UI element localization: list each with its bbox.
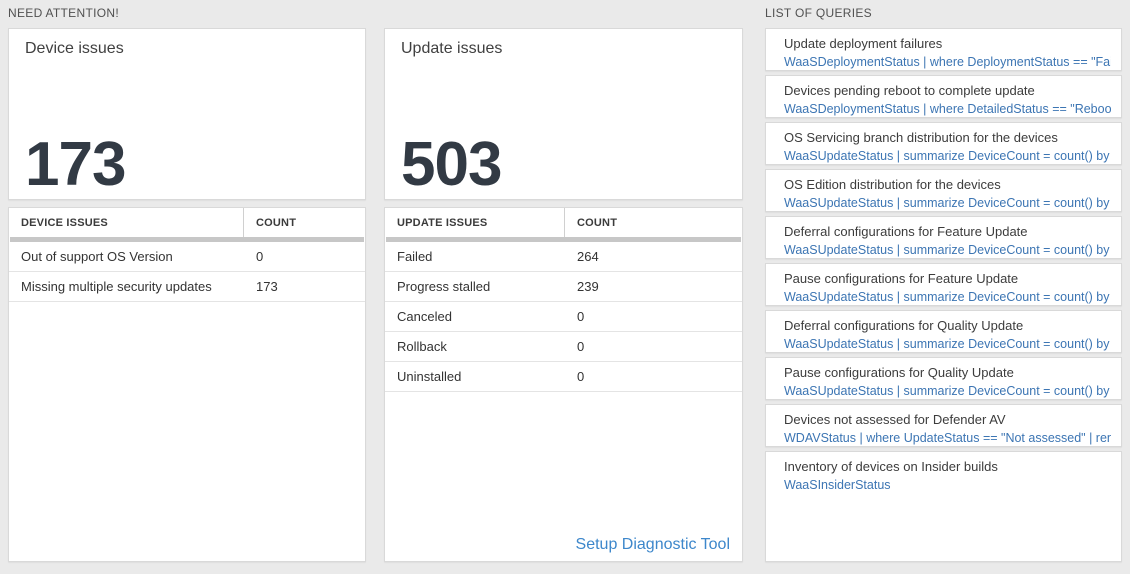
row-label: Uninstalled bbox=[397, 369, 462, 384]
row-label: Progress stalled bbox=[397, 279, 491, 294]
table-row[interactable]: Out of support OS Version 0 bbox=[9, 242, 365, 272]
table-header-row: DEVICE ISSUES COUNT bbox=[9, 208, 365, 237]
query-title: Update deployment failures bbox=[784, 36, 943, 51]
query-item[interactable]: Pause configurations for Feature Update … bbox=[765, 263, 1122, 306]
device-issues-table: DEVICE ISSUES COUNT Out of support OS Ve… bbox=[8, 207, 366, 562]
need-attention-column-updates: Update issues 503 UPDATE ISSUES COUNT Fa… bbox=[384, 0, 743, 562]
update-issues-header: UPDATE ISSUES bbox=[397, 216, 488, 229]
query-text: WDAVStatus | where UpdateStatus == "Not … bbox=[784, 431, 1111, 445]
section-header-need-attention: NEED ATTENTION! bbox=[8, 6, 119, 20]
update-issues-table: UPDATE ISSUES COUNT Failed 264 Progress … bbox=[384, 207, 743, 562]
label-spacer bbox=[384, 0, 743, 28]
table-header-row: UPDATE ISSUES COUNT bbox=[385, 208, 742, 237]
query-text: WaaSUpdateStatus | summarize DeviceCount… bbox=[784, 149, 1111, 163]
query-item[interactable]: OS Servicing branch distribution for the… bbox=[765, 122, 1122, 165]
query-title: OS Servicing branch distribution for the… bbox=[784, 130, 1058, 145]
query-title: OS Edition distribution for the devices bbox=[784, 177, 1001, 192]
query-title: Deferral configurations for Quality Upda… bbox=[784, 318, 1024, 333]
query-title: Pause configurations for Quality Update bbox=[784, 365, 1014, 380]
query-title: Inventory of devices on Insider builds bbox=[784, 459, 998, 474]
query-title: Deferral configurations for Feature Upda… bbox=[784, 224, 1028, 239]
list-of-queries-column: LIST OF QUERIES Update deployment failur… bbox=[765, 0, 1122, 562]
query-item[interactable]: Inventory of devices on Insider builds W… bbox=[765, 451, 1122, 562]
table-row[interactable]: Missing multiple security updates 173 bbox=[9, 272, 365, 302]
query-item[interactable]: Deferral configurations for Feature Upda… bbox=[765, 216, 1122, 259]
header-separator-bar bbox=[386, 237, 741, 242]
row-label: Missing multiple security updates bbox=[21, 279, 212, 294]
row-label: Failed bbox=[397, 249, 433, 264]
query-title: Devices pending reboot to complete updat… bbox=[784, 83, 1035, 98]
row-label: Canceled bbox=[397, 309, 452, 324]
row-label: Out of support OS Version bbox=[21, 249, 173, 264]
table-row[interactable]: Failed 264 bbox=[385, 242, 742, 272]
row-label: Rollback bbox=[397, 339, 447, 354]
row-count: 0 bbox=[577, 369, 585, 384]
need-attention-column-devices: NEED ATTENTION! Device issues 173 DEVICE… bbox=[8, 0, 366, 562]
device-issues-header: DEVICE ISSUES bbox=[21, 216, 108, 229]
query-text: WaaSUpdateStatus | summarize DeviceCount… bbox=[784, 384, 1111, 398]
query-item[interactable]: Deferral configurations for Quality Upda… bbox=[765, 310, 1122, 353]
table-row[interactable]: Progress stalled 239 bbox=[385, 272, 742, 302]
query-text: WaaSDeploymentStatus | where DetailedSta… bbox=[784, 102, 1111, 116]
setup-diagnostic-tool-link[interactable]: Setup Diagnostic Tool bbox=[575, 536, 730, 553]
row-count: 0 bbox=[577, 339, 585, 354]
tile-title: Update issues bbox=[401, 40, 503, 57]
query-text: WaaSDeploymentStatus | where DeploymentS… bbox=[784, 55, 1111, 69]
query-item[interactable]: Devices pending reboot to complete updat… bbox=[765, 75, 1122, 118]
tile-title: Device issues bbox=[25, 40, 124, 57]
table-row[interactable]: Rollback 0 bbox=[385, 332, 742, 362]
update-issues-count: 503 bbox=[401, 130, 502, 199]
table-row[interactable]: Uninstalled 0 bbox=[385, 362, 742, 392]
query-text: WaaSUpdateStatus | summarize DeviceCount… bbox=[784, 290, 1111, 304]
update-issues-tile[interactable]: Update issues 503 bbox=[384, 28, 743, 200]
device-issues-count: 173 bbox=[25, 130, 126, 199]
query-text: WaaSUpdateStatus | summarize DeviceCount… bbox=[784, 243, 1111, 257]
section-header-list-of-queries: LIST OF QUERIES bbox=[765, 6, 872, 20]
query-text: WaaSInsiderStatus bbox=[784, 478, 891, 492]
row-count: 0 bbox=[256, 249, 264, 264]
query-text: WaaSUpdateStatus | summarize DeviceCount… bbox=[784, 337, 1111, 351]
query-item[interactable]: Pause configurations for Quality Update … bbox=[765, 357, 1122, 400]
row-count: 0 bbox=[577, 309, 585, 324]
query-title: Devices not assessed for Defender AV bbox=[784, 412, 1006, 427]
query-title: Pause configurations for Feature Update bbox=[784, 271, 1019, 286]
query-text: WaaSUpdateStatus | summarize DeviceCount… bbox=[784, 196, 1111, 210]
query-item[interactable]: OS Edition distribution for the devices … bbox=[765, 169, 1122, 212]
header-separator-bar bbox=[10, 237, 364, 242]
query-item[interactable]: Devices not assessed for Defender AV WDA… bbox=[765, 404, 1122, 447]
row-count: 173 bbox=[256, 279, 278, 294]
query-item[interactable]: Update deployment failures WaaSDeploymen… bbox=[765, 28, 1122, 71]
row-count: 239 bbox=[577, 279, 599, 294]
count-header: COUNT bbox=[243, 208, 365, 237]
table-row[interactable]: Canceled 0 bbox=[385, 302, 742, 332]
count-header: COUNT bbox=[564, 208, 742, 237]
row-count: 264 bbox=[577, 249, 599, 264]
device-issues-tile[interactable]: Device issues 173 bbox=[8, 28, 366, 200]
